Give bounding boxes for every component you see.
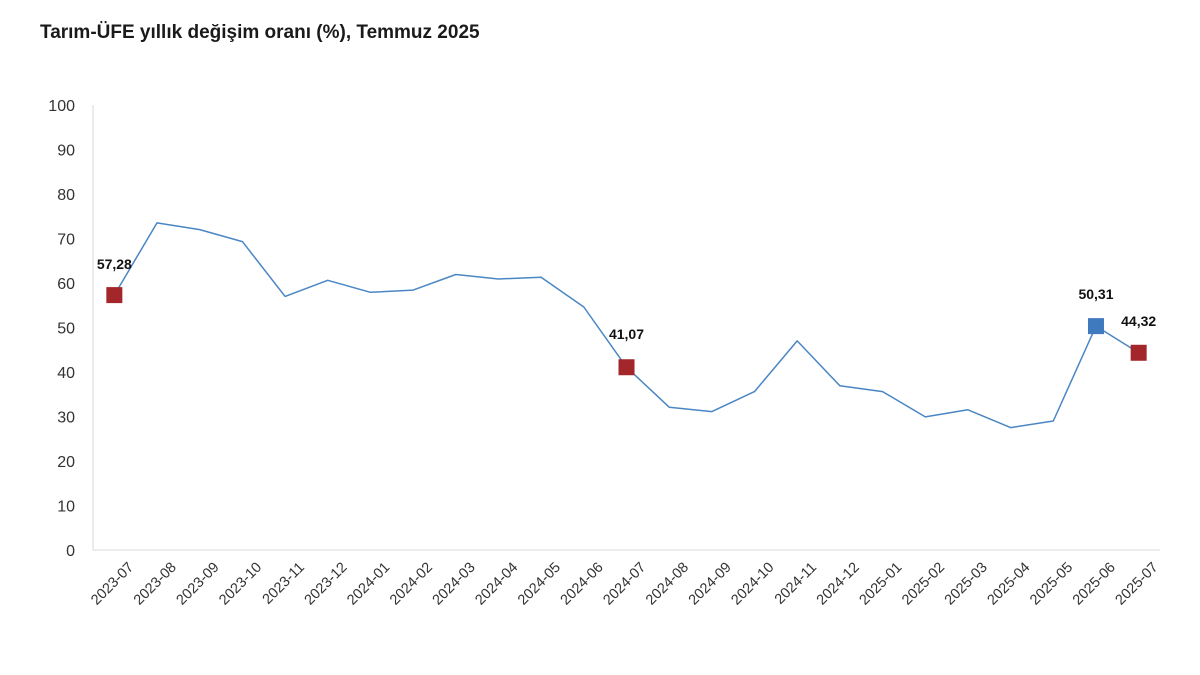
highlight-markers [106, 287, 1147, 376]
x-axis: 2023-072023-082023-092023-102023-112023-… [88, 549, 1162, 609]
data-label: 57,28 [97, 256, 132, 272]
y-tick-label: 100 [48, 98, 75, 115]
highlight-marker [1130, 344, 1147, 361]
y-tick-label: 0 [66, 543, 75, 560]
y-tick-label: 40 [57, 365, 75, 382]
x-tick-label: 2023-08 [131, 560, 180, 609]
data-label: 50,31 [1078, 286, 1113, 302]
x-tick-label: 2024-01 [344, 560, 393, 609]
x-tick-label: 2025-07 [1113, 560, 1162, 609]
x-tick-label: 2024-10 [728, 560, 777, 609]
highlight-marker [618, 359, 635, 376]
x-tick-label: 2024-06 [558, 560, 607, 609]
data-labels: 57,28 41,07 50,31 44,32 [97, 256, 1157, 342]
x-tick-label: 2025-03 [942, 560, 991, 609]
y-axis: 0 10 20 30 40 50 60 70 80 90 100 [48, 98, 94, 560]
x-tick-label: 2023-07 [88, 560, 137, 609]
x-tick-label: 2025-06 [1070, 560, 1119, 609]
x-tick-label: 2025-04 [985, 560, 1034, 609]
y-tick-label: 70 [57, 232, 75, 249]
x-tick-label: 2023-09 [174, 560, 223, 609]
y-tick-label: 10 [57, 499, 75, 516]
x-tick-label: 2023-11 [260, 560, 308, 608]
x-tick-label: 2024-11 [772, 560, 820, 608]
y-tick-label: 80 [57, 187, 75, 204]
x-tick-label: 2025-01 [856, 560, 905, 609]
x-tick-label: 2024-08 [643, 560, 692, 609]
x-tick-label: 2024-09 [686, 560, 735, 609]
data-label: 44,32 [1121, 313, 1156, 329]
y-tick-label: 30 [57, 410, 75, 427]
x-tick-label: 2023-12 [302, 560, 351, 609]
data-label: 41,07 [609, 326, 644, 342]
x-tick-label: 2024-07 [600, 560, 649, 609]
y-tick-label: 50 [57, 321, 75, 338]
x-tick-label: 2024-04 [472, 560, 521, 609]
chart-title: Tarım-ÜFE yıllık değişim oranı (%), Temm… [40, 22, 480, 43]
x-tick-label: 2024-02 [387, 560, 436, 609]
y-tick-label: 90 [57, 143, 75, 160]
x-tick-label: 2025-05 [1027, 560, 1076, 609]
x-tick-label: 2023-10 [216, 560, 265, 609]
highlight-marker [1087, 318, 1104, 335]
x-tick-label: 2024-03 [430, 560, 479, 609]
y-tick-label: 60 [57, 276, 75, 293]
highlight-marker [106, 287, 123, 304]
x-tick-label: 2025-02 [899, 560, 948, 609]
x-tick-label: 2024-05 [515, 560, 564, 609]
x-tick-label: 2024-12 [814, 560, 863, 609]
y-tick-label: 20 [57, 454, 75, 471]
